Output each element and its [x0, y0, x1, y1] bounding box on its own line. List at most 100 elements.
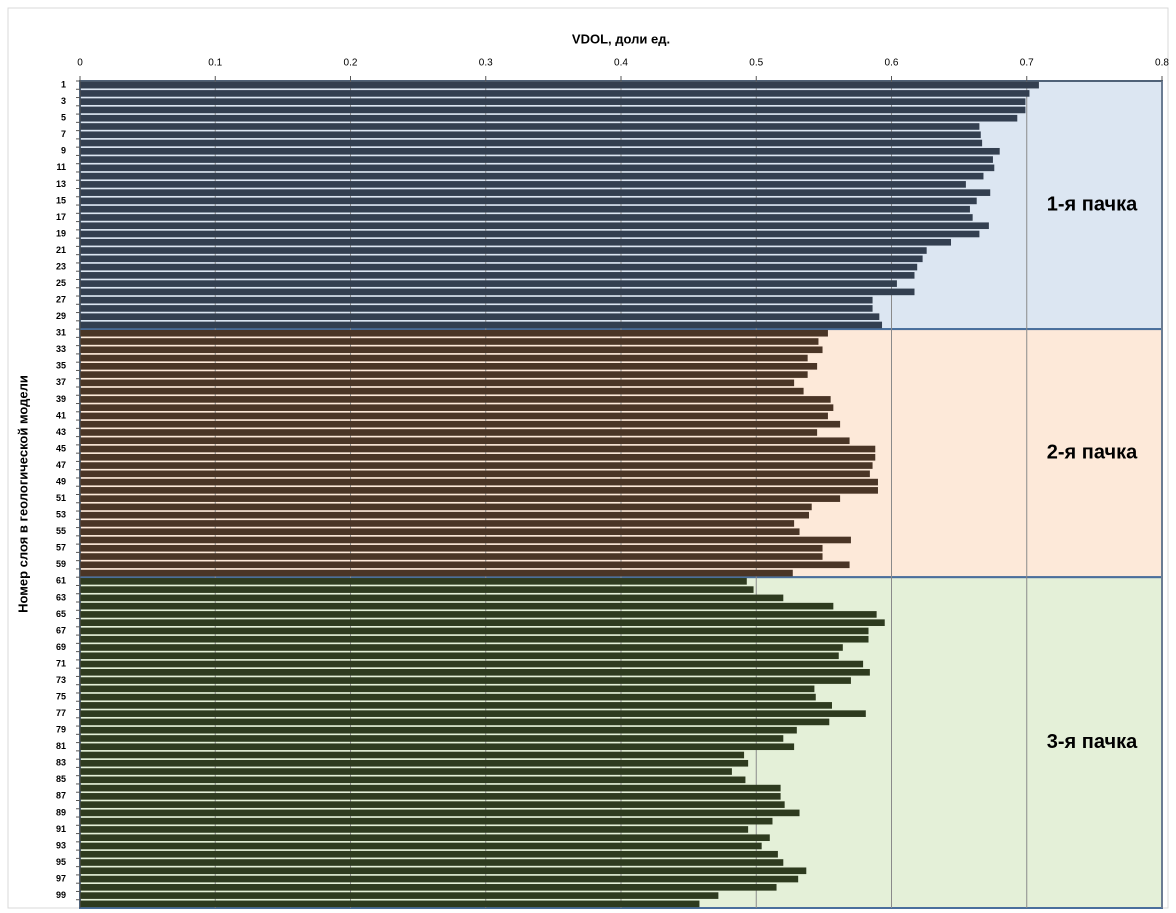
- y-tick-label: 51: [56, 493, 66, 503]
- bar: [80, 578, 747, 585]
- bar: [80, 759, 749, 767]
- bar: [80, 561, 850, 569]
- bar: [80, 768, 732, 775]
- bar: [80, 859, 784, 866]
- bar: [80, 478, 878, 486]
- bar: [80, 884, 777, 891]
- y-tick-label: 7: [61, 129, 66, 139]
- y-tick-label: 27: [56, 295, 66, 305]
- bar: [80, 594, 784, 602]
- bar: [80, 90, 1030, 97]
- y-tick-label: 31: [56, 328, 66, 338]
- bar: [80, 164, 995, 172]
- x-tick-label: 0.8: [1155, 58, 1169, 69]
- bar: [80, 222, 989, 230]
- y-tick-label: 79: [56, 725, 66, 735]
- y-tick-label: 33: [56, 344, 66, 354]
- bar: [80, 255, 923, 263]
- y-tick-label: 17: [56, 212, 66, 222]
- y-tick-label: 25: [56, 278, 66, 288]
- bar: [80, 387, 804, 395]
- bar: [80, 900, 700, 908]
- bar: [80, 437, 850, 445]
- bar: [80, 842, 762, 850]
- bar: [80, 363, 818, 370]
- bar: [80, 321, 883, 329]
- bar: [80, 106, 1026, 114]
- y-tick-label: 77: [56, 708, 66, 718]
- bar: [80, 536, 851, 544]
- x-tick-label: 0.3: [479, 58, 493, 69]
- bar: [80, 817, 773, 825]
- y-tick-label: 91: [56, 824, 66, 834]
- y-tick-label: 43: [56, 427, 66, 437]
- y-tick-label: 23: [56, 261, 66, 271]
- bar: [80, 230, 980, 238]
- bar: [80, 850, 778, 858]
- bar: [80, 189, 991, 196]
- y-axis-title: Номер слоя в геологической модели: [15, 375, 30, 613]
- bar: [80, 181, 966, 188]
- bar: [80, 338, 819, 345]
- bar: [80, 98, 1026, 105]
- bar: [80, 205, 970, 213]
- bar: [80, 123, 980, 130]
- bar: [80, 453, 876, 461]
- bar: [80, 404, 834, 411]
- bar: [80, 710, 866, 717]
- bar: [80, 156, 993, 163]
- y-tick-label: 99: [56, 890, 66, 900]
- y-tick-label: 21: [56, 245, 66, 255]
- y-tick-label: 55: [56, 526, 66, 536]
- bar: [80, 751, 745, 759]
- bar: [80, 718, 830, 726]
- bar: [80, 214, 973, 221]
- x-tick-label: 0.2: [344, 58, 358, 69]
- bar: [80, 652, 839, 660]
- y-tick-label: 35: [56, 361, 66, 371]
- bar: [80, 619, 885, 626]
- y-tick-label: 15: [56, 195, 66, 205]
- y-tick-label: 53: [56, 510, 66, 520]
- bar: [80, 826, 749, 833]
- group-label: 1-я пачка: [1047, 193, 1138, 215]
- y-tick-label: 73: [56, 675, 66, 685]
- x-tick-label: 0.4: [614, 58, 628, 69]
- y-tick-label: 83: [56, 758, 66, 768]
- y-tick-label: 11: [56, 162, 66, 172]
- bar: [80, 247, 927, 254]
- bar: [80, 470, 870, 478]
- bar: [80, 520, 795, 527]
- y-tick-label: 75: [56, 691, 66, 701]
- bar: [80, 139, 983, 147]
- x-tick-label: 0.6: [885, 58, 899, 69]
- x-tick-label: 0.7: [1020, 58, 1034, 69]
- bar: [80, 867, 807, 875]
- bar: [80, 131, 981, 139]
- bar: [80, 396, 831, 403]
- bar: [80, 569, 793, 577]
- y-tick-label: 89: [56, 807, 66, 817]
- bar: [80, 172, 984, 180]
- bar: [80, 726, 797, 734]
- bar: [80, 834, 770, 842]
- y-tick-label: 65: [56, 609, 66, 619]
- y-tick-label: 93: [56, 840, 66, 850]
- bar: [80, 743, 795, 751]
- y-tick-label: 1: [61, 80, 66, 90]
- bar: [80, 487, 878, 494]
- y-tick-label: 95: [56, 857, 66, 867]
- bar: [80, 602, 834, 610]
- bar: [80, 263, 918, 271]
- bar: [80, 875, 799, 883]
- bar: [80, 635, 869, 643]
- y-tick-label: 9: [61, 146, 66, 156]
- bar: [80, 305, 873, 312]
- bar: [80, 586, 754, 593]
- y-tick-label: 3: [61, 96, 66, 106]
- x-tick-label: 0: [77, 58, 83, 69]
- bar: [80, 528, 800, 536]
- bar: [80, 412, 828, 420]
- bar: [80, 147, 1000, 155]
